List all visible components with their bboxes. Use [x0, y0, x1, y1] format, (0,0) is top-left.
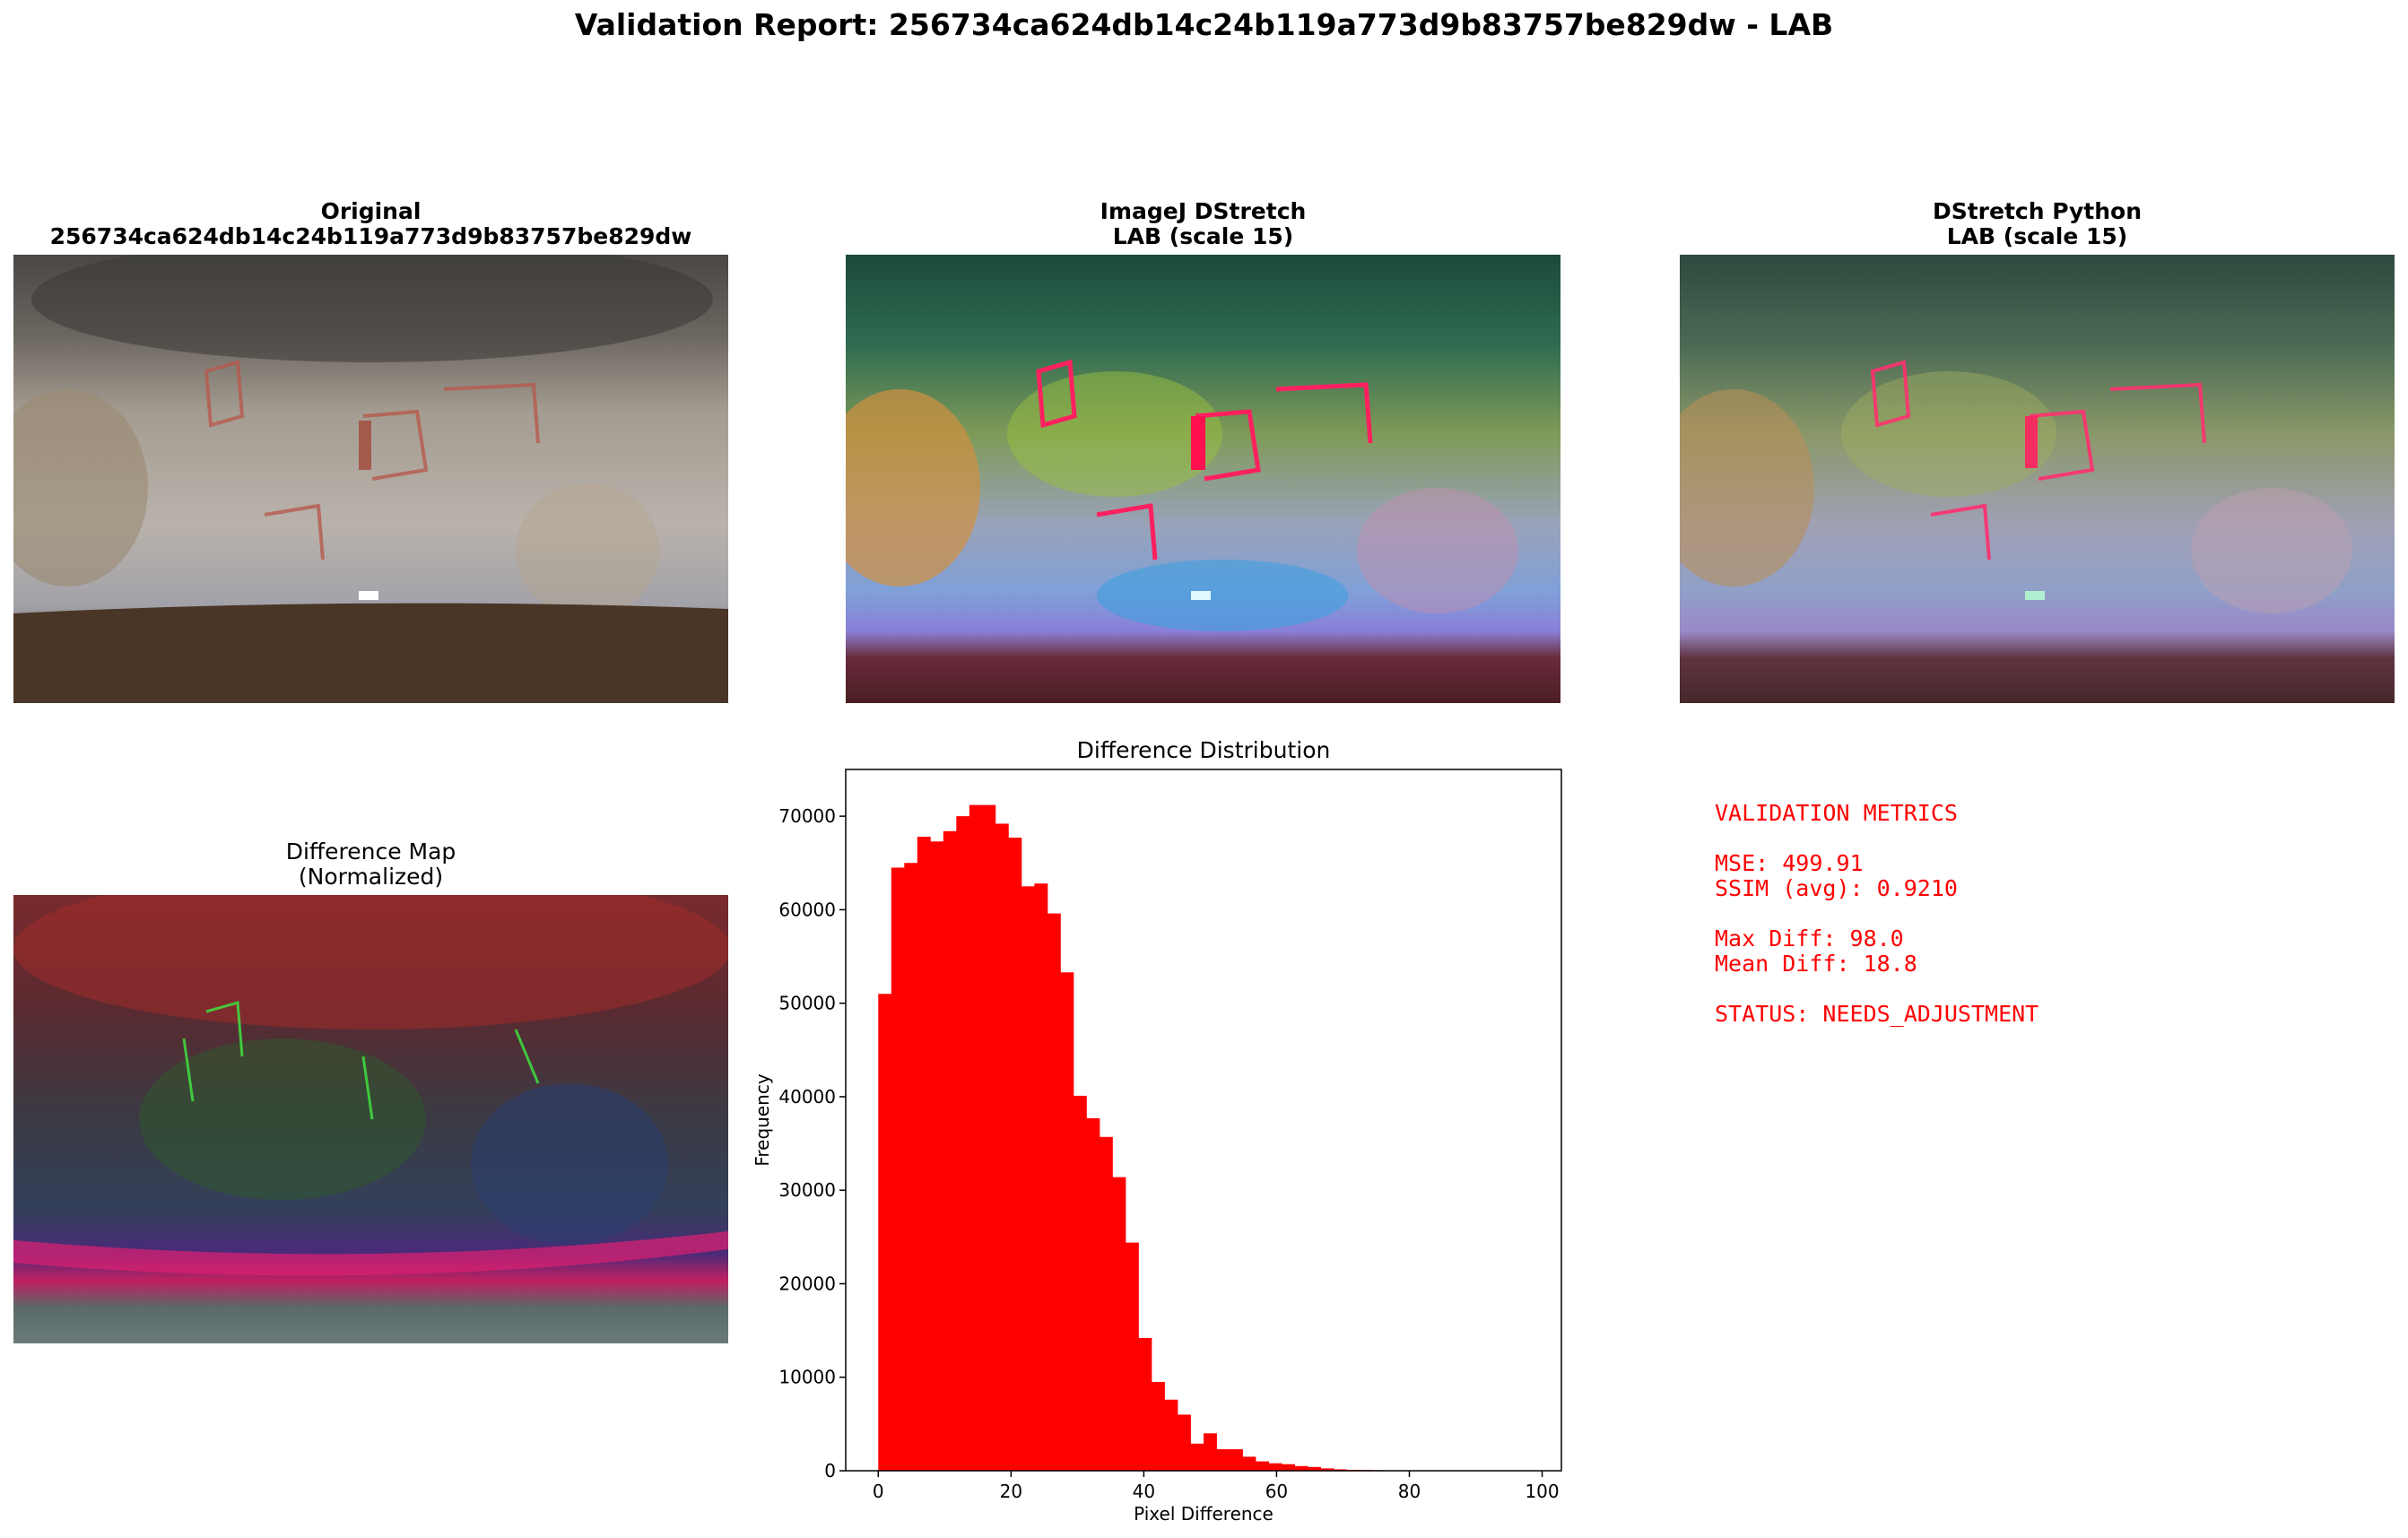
python-title: DStretch Python LAB (scale 15) [1680, 199, 2395, 249]
histogram-bar [1190, 1443, 1204, 1471]
metric-status: STATUS: NEEDS_ADJUSTMENT [1715, 1001, 2039, 1027]
validation-metrics: VALIDATION METRICS MSE: 499.91 SSIM (avg)… [1715, 801, 2039, 1027]
plot-frame [845, 769, 1562, 1472]
histogram-bar [930, 841, 944, 1471]
original-image [13, 255, 728, 703]
y-tick-label: 30000 [778, 1179, 836, 1201]
python-title-line1: DStretch Python [1932, 198, 2143, 224]
histogram-bar [1099, 1136, 1113, 1471]
y-tick-label: 70000 [778, 805, 836, 827]
x-tick-label: 0 [873, 1481, 884, 1502]
histogram-bar [1112, 1177, 1126, 1471]
histogram-bar [1138, 1337, 1152, 1471]
x-axis-label: Pixel Difference [1134, 1503, 1274, 1525]
metric-max-diff: Max Diff: 98.0 [1715, 925, 1904, 951]
diffmap-title: Difference Map (Normalized) [13, 839, 728, 890]
histogram-bar [1204, 1433, 1217, 1471]
x-tick-label: 60 [1265, 1481, 1288, 1502]
histogram-bar [1151, 1381, 1165, 1471]
histogram-bar [1086, 1117, 1100, 1471]
histogram-chart: Difference Distribution 0 20 40 60 80 100 0 10… [753, 737, 1562, 1525]
y-axis-label: Frequency [753, 1073, 773, 1166]
histogram-bar [1060, 972, 1074, 1471]
histogram-bar [1177, 1414, 1191, 1471]
histogram-bar [1216, 1449, 1230, 1471]
histogram-bar [1125, 1242, 1139, 1471]
histogram-bar [1034, 883, 1048, 1471]
histogram-bars [878, 804, 1530, 1471]
y-tick-label: 0 [824, 1460, 836, 1482]
histogram-bar [1008, 838, 1022, 1471]
y-tick-label: 40000 [778, 1086, 836, 1108]
histogram-bar [969, 804, 983, 1471]
histogram-bar [1242, 1456, 1256, 1471]
histogram-bar [1021, 886, 1035, 1471]
histogram-bar [1308, 1466, 1321, 1471]
y-tick-label: 10000 [778, 1367, 836, 1388]
histogram-bar [1334, 1469, 1347, 1471]
imagej-title-line1: ImageJ DStretch [1100, 198, 1307, 224]
histogram-bar [917, 837, 931, 1471]
histogram-bar [1282, 1464, 1295, 1471]
original-title-line2: 256734ca624db14c24b119a773d9b83757be829d… [49, 223, 692, 249]
histogram-bar [1320, 1468, 1334, 1471]
y-axis-ticks: 0 10000 20000 30000 40000 50000 60000 70000 [778, 805, 846, 1482]
chart-title: Difference Distribution [1077, 737, 1331, 763]
y-tick-label: 50000 [778, 993, 836, 1014]
histogram-bar [1294, 1465, 1308, 1471]
metric-ssim: SSIM (avg): 0.9210 [1715, 875, 1958, 901]
metric-mse: MSE: 499.91 [1715, 850, 1864, 876]
metrics-heading: VALIDATION METRICS [1715, 800, 1958, 826]
y-tick-label: 60000 [778, 899, 836, 920]
imagej-title-line2: LAB (scale 15) [1112, 223, 1294, 249]
histogram-bar [995, 823, 1009, 1471]
histogram-bar [1230, 1449, 1243, 1471]
histogram-bar [1164, 1399, 1178, 1471]
histogram-bar [956, 816, 970, 1471]
diffmap-title-line1: Difference Map [285, 839, 456, 865]
histogram-bar [1047, 913, 1061, 1471]
imagej-title: ImageJ DStretch LAB (scale 15) [846, 199, 1560, 249]
histogram-bar [943, 830, 957, 1471]
python-title-line2: LAB (scale 15) [1946, 223, 2128, 249]
y-tick-label: 20000 [778, 1273, 836, 1294]
report-title: Validation Report: 256734ca624db14c24b11… [574, 7, 1834, 42]
histogram-bar [982, 804, 996, 1471]
x-axis-ticks: 0 20 40 60 80 100 [873, 1471, 1560, 1502]
imagej-image [846, 255, 1560, 703]
histogram-bar [878, 994, 892, 1471]
x-tick-label: 80 [1398, 1481, 1421, 1502]
original-title-line1: Original [320, 198, 422, 224]
histogram-bar [1268, 1463, 1282, 1471]
x-tick-label: 100 [1525, 1481, 1559, 1502]
histogram-bar [891, 867, 905, 1471]
histogram-bar [904, 863, 918, 1471]
diffmap-title-line2: (Normalized) [298, 864, 444, 890]
x-tick-label: 40 [1133, 1481, 1155, 1502]
original-title: Original 256734ca624db14c24b119a773d9b83… [13, 199, 728, 249]
metric-mean-diff: Mean Diff: 18.8 [1715, 951, 1917, 977]
python-image [1680, 255, 2395, 703]
x-tick-label: 20 [1000, 1481, 1022, 1502]
difference-map-image [13, 895, 728, 1343]
histogram-bar [1256, 1461, 1269, 1471]
histogram-bar [1073, 1095, 1087, 1471]
